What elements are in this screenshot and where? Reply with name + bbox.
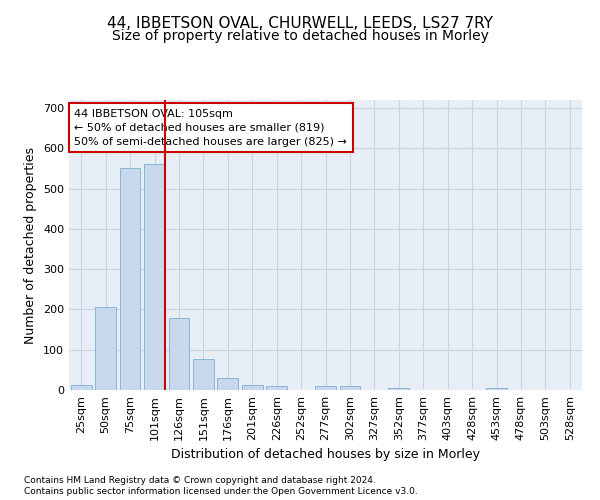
X-axis label: Distribution of detached houses by size in Morley: Distribution of detached houses by size … xyxy=(171,448,480,462)
Text: 44 IBBETSON OVAL: 105sqm
← 50% of detached houses are smaller (819)
50% of semi-: 44 IBBETSON OVAL: 105sqm ← 50% of detach… xyxy=(74,108,347,146)
Text: Contains HM Land Registry data © Crown copyright and database right 2024.: Contains HM Land Registry data © Crown c… xyxy=(24,476,376,485)
Bar xyxy=(266,386,287,390)
Bar xyxy=(315,386,336,390)
Bar xyxy=(388,388,409,390)
Bar xyxy=(193,358,214,390)
Bar xyxy=(486,388,507,390)
Bar xyxy=(144,164,165,390)
Y-axis label: Number of detached properties: Number of detached properties xyxy=(25,146,37,344)
Bar xyxy=(169,318,190,390)
Bar xyxy=(71,385,92,390)
Text: Contains public sector information licensed under the Open Government Licence v3: Contains public sector information licen… xyxy=(24,487,418,496)
Bar xyxy=(242,385,263,390)
Text: Size of property relative to detached houses in Morley: Size of property relative to detached ho… xyxy=(112,29,488,43)
Text: 44, IBBETSON OVAL, CHURWELL, LEEDS, LS27 7RY: 44, IBBETSON OVAL, CHURWELL, LEEDS, LS27… xyxy=(107,16,493,31)
Bar xyxy=(340,386,361,390)
Bar xyxy=(95,308,116,390)
Bar xyxy=(217,378,238,390)
Bar xyxy=(119,168,140,390)
